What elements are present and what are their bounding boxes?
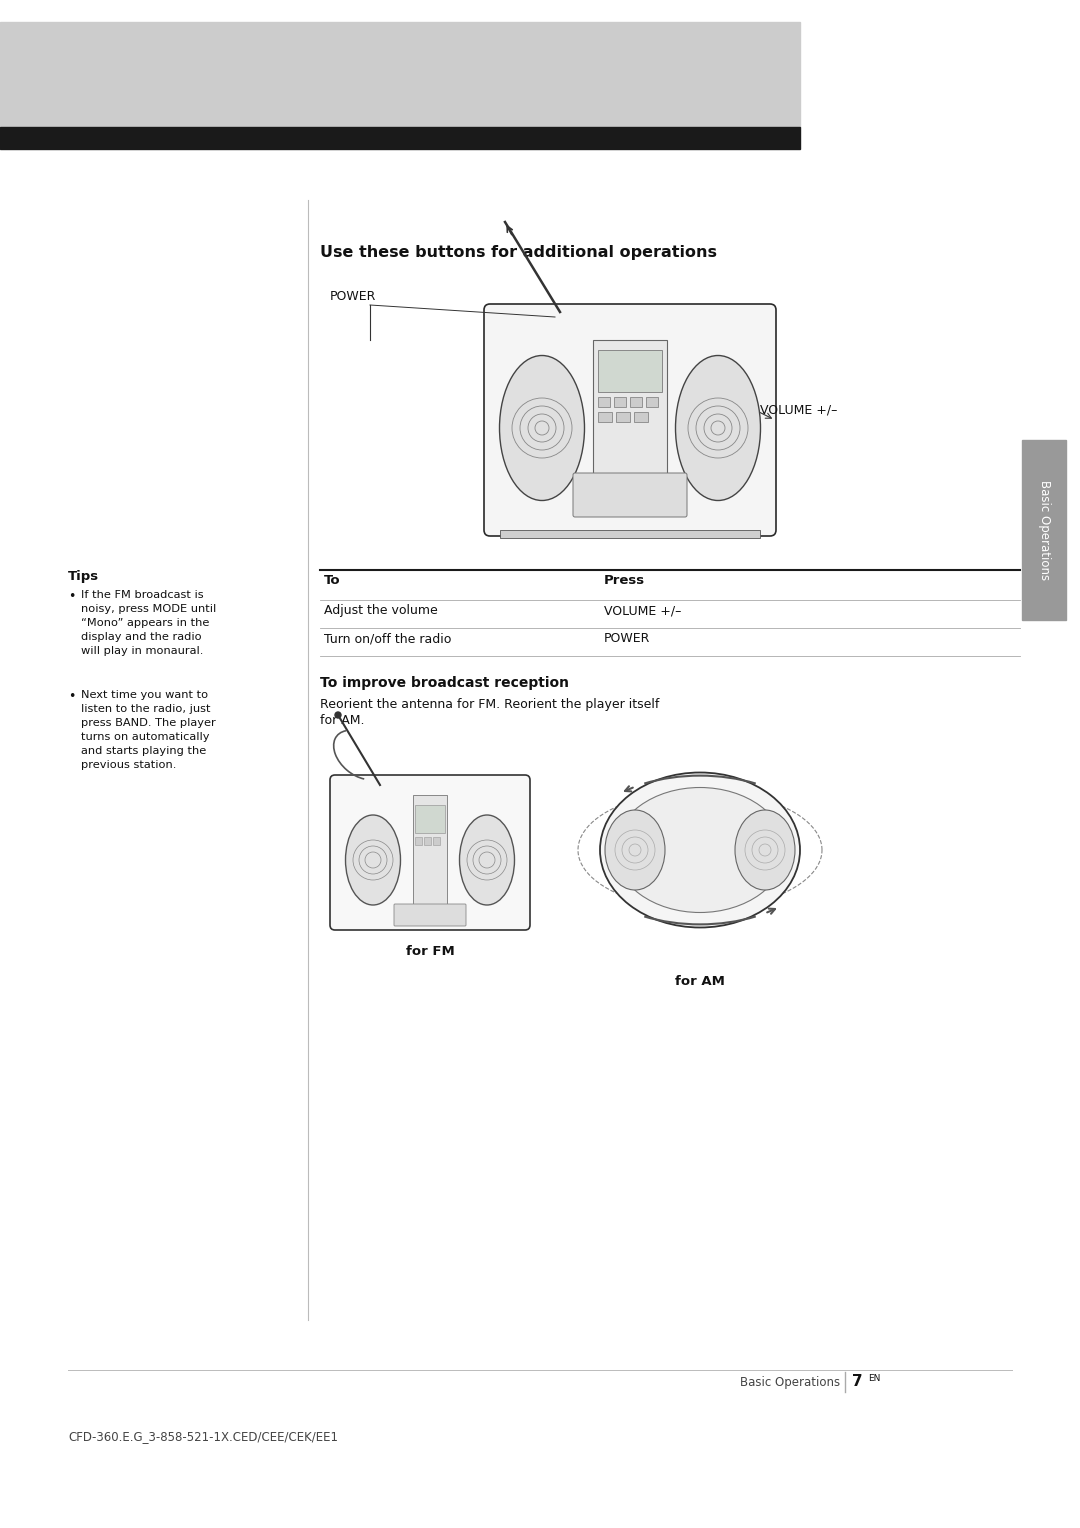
Ellipse shape <box>459 814 514 905</box>
Text: for FM: for FM <box>406 944 455 958</box>
Bar <box>415 805 445 833</box>
FancyBboxPatch shape <box>330 775 530 931</box>
Text: Adjust the volume: Adjust the volume <box>324 604 437 617</box>
Bar <box>413 795 447 911</box>
Text: VOLUME +/–: VOLUME +/– <box>604 604 681 617</box>
Ellipse shape <box>600 773 800 927</box>
Bar <box>598 350 662 393</box>
Text: POWER: POWER <box>330 290 376 303</box>
Text: To improve broadcast reception: To improve broadcast reception <box>320 675 569 691</box>
Bar <box>0 127 800 150</box>
Text: Reorient the antenna for FM. Reorient the player itself: Reorient the antenna for FM. Reorient th… <box>320 698 660 711</box>
Bar <box>593 341 667 504</box>
Text: If the FM broadcast is
noisy, press MODE until
“Mono” appears in the
display and: If the FM broadcast is noisy, press MODE… <box>81 590 216 656</box>
Text: Basic Operations: Basic Operations <box>1038 480 1051 581</box>
Bar <box>598 413 612 422</box>
Bar <box>433 837 440 845</box>
Text: Basic Operations: Basic Operations <box>740 1377 840 1389</box>
Bar <box>646 397 658 406</box>
Bar <box>424 837 431 845</box>
FancyBboxPatch shape <box>573 474 687 516</box>
Text: for AM: for AM <box>675 975 725 989</box>
Bar <box>598 397 610 406</box>
Text: EN: EN <box>868 1374 880 1383</box>
Text: Turn on/off the radio: Turn on/off the radio <box>324 633 451 645</box>
Ellipse shape <box>605 810 665 889</box>
Text: Use these buttons for additional operations: Use these buttons for additional operati… <box>320 244 717 260</box>
Bar <box>0 21 800 127</box>
Bar <box>415 837 422 845</box>
Bar <box>500 530 760 538</box>
Bar <box>1022 440 1066 620</box>
Text: Next time you want to
listen to the radio, just
press BAND. The player
turns on : Next time you want to listen to the radi… <box>81 691 216 770</box>
Text: 7: 7 <box>852 1374 863 1389</box>
Text: Press: Press <box>604 575 645 587</box>
Bar <box>616 413 630 422</box>
Ellipse shape <box>346 814 401 905</box>
FancyBboxPatch shape <box>394 905 465 926</box>
Circle shape <box>335 712 341 718</box>
Text: VOLUME +/–: VOLUME +/– <box>760 403 837 417</box>
Bar <box>634 413 648 422</box>
Ellipse shape <box>499 356 584 501</box>
Text: Tips: Tips <box>68 570 99 584</box>
Ellipse shape <box>615 787 785 912</box>
Text: •: • <box>68 691 76 703</box>
Text: for AM.: for AM. <box>320 714 365 727</box>
Ellipse shape <box>735 810 795 889</box>
Text: •: • <box>68 590 76 604</box>
Text: CFD-360.E.G_3-858-521-1X.CED/CEE/CEK/EE1: CFD-360.E.G_3-858-521-1X.CED/CEE/CEK/EE1 <box>68 1430 338 1442</box>
Ellipse shape <box>675 356 760 501</box>
Bar <box>630 397 642 406</box>
FancyBboxPatch shape <box>484 304 777 536</box>
Bar <box>615 397 626 406</box>
Text: To: To <box>324 575 340 587</box>
Text: POWER: POWER <box>604 633 650 645</box>
